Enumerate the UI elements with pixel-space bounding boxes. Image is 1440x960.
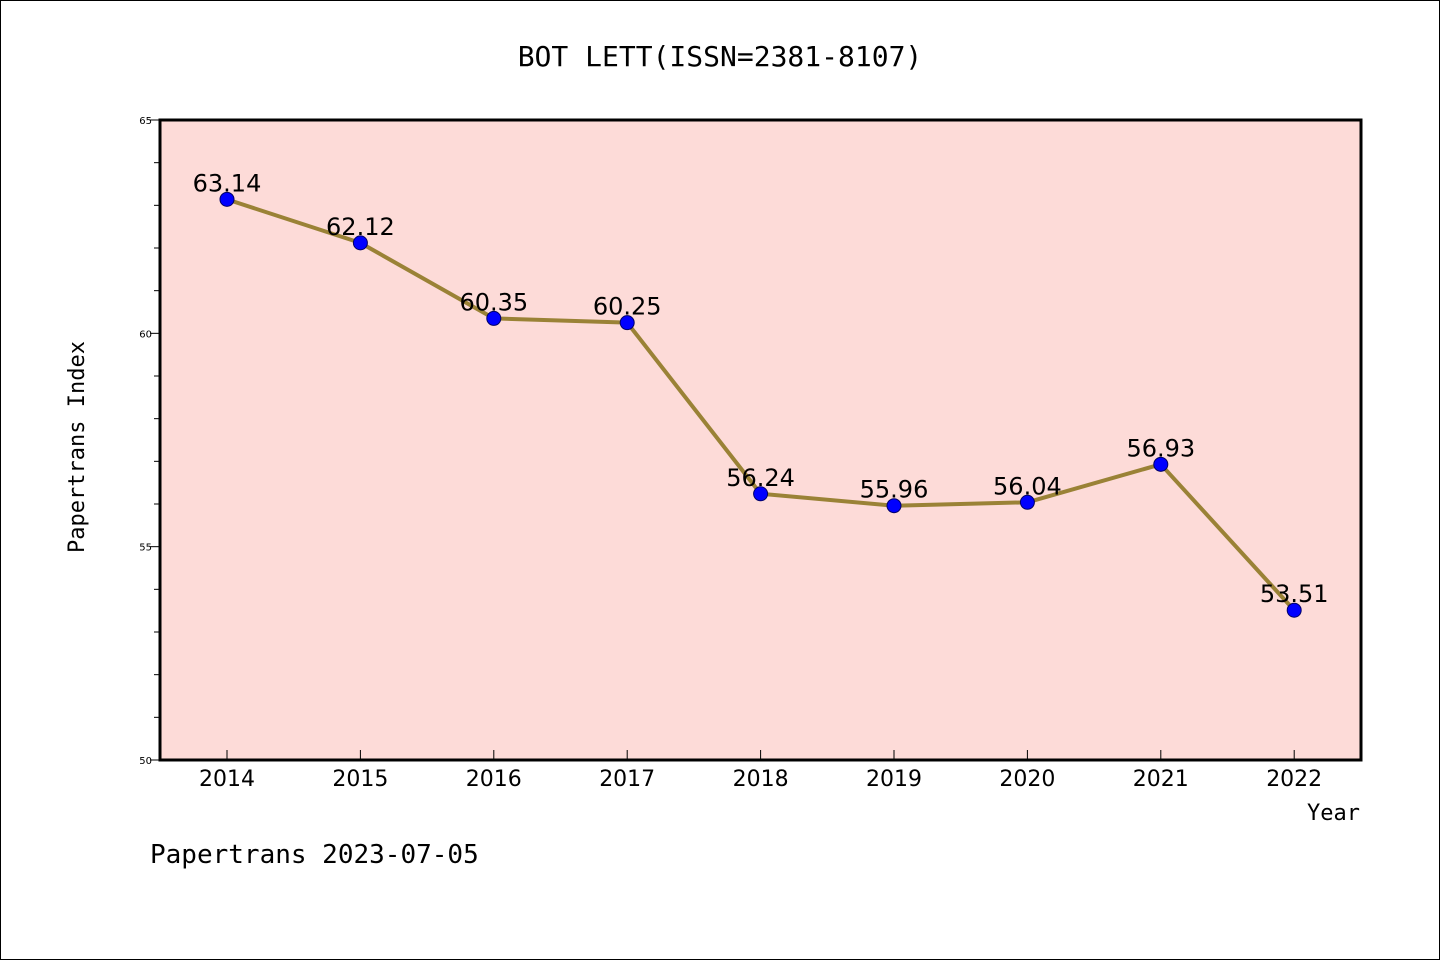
x-tick-label: 2015 (332, 767, 388, 792)
data-label-2018: 56.24 (726, 464, 795, 492)
plot-border (158, 118, 1363, 762)
data-point-2016 (486, 310, 502, 326)
plot-area (160, 120, 1361, 760)
data-label-2014: 63.14 (193, 169, 262, 197)
y-axis-ticks: 50 55 60 65 (139, 116, 160, 767)
data-point-2019 (886, 498, 902, 514)
data-label-2017: 60.25 (593, 293, 662, 321)
data-label-2016: 60.35 (459, 288, 528, 316)
y-tick-label: 60 (139, 329, 152, 340)
data-point-2017 (619, 315, 635, 331)
x-axis-title: Year (1307, 801, 1360, 826)
y-axis-title: Papertrans Index (65, 341, 90, 553)
x-tick-label: 2022 (1266, 767, 1322, 792)
x-axis-ticks: 2014 2015 2016 2017 2018 2019 2020 2021 2022 (199, 750, 1322, 792)
x-tick-label: 2017 (599, 767, 655, 792)
y-tick-label: 55 (139, 543, 152, 554)
data-label-2015: 62.12 (326, 213, 395, 241)
data-label-2020: 56.04 (993, 472, 1062, 500)
data-label-2021: 56.93 (1126, 434, 1195, 462)
data-point-2022 (1286, 602, 1302, 618)
y-tick-label: 65 (139, 116, 152, 127)
x-tick-label: 2020 (999, 767, 1055, 792)
data-labels: 63.14 62.12 60.35 60.25 56.24 55.96 56.04 56.93… (193, 169, 1329, 608)
data-label-2019: 55.96 (860, 476, 929, 504)
chart-title: BOT LETT(ISSN=2381-8107) (518, 40, 923, 73)
y-tick-label: 50 (139, 756, 152, 767)
x-tick-label: 2019 (866, 767, 922, 792)
data-point-2021 (1153, 456, 1169, 472)
data-point-2015 (352, 235, 368, 251)
data-point-2020 (1019, 494, 1035, 510)
x-tick-label: 2014 (199, 767, 255, 792)
data-point-2018 (753, 486, 769, 502)
x-tick-label: 2018 (733, 767, 789, 792)
footer-date-label: Papertrans 2023-07-05 (150, 840, 479, 870)
x-tick-label: 2016 (466, 767, 522, 792)
x-tick-label: 2021 (1133, 767, 1189, 792)
data-label-2022: 53.51 (1260, 580, 1329, 608)
series-markers (219, 191, 1302, 618)
data-point-2014 (219, 191, 235, 207)
